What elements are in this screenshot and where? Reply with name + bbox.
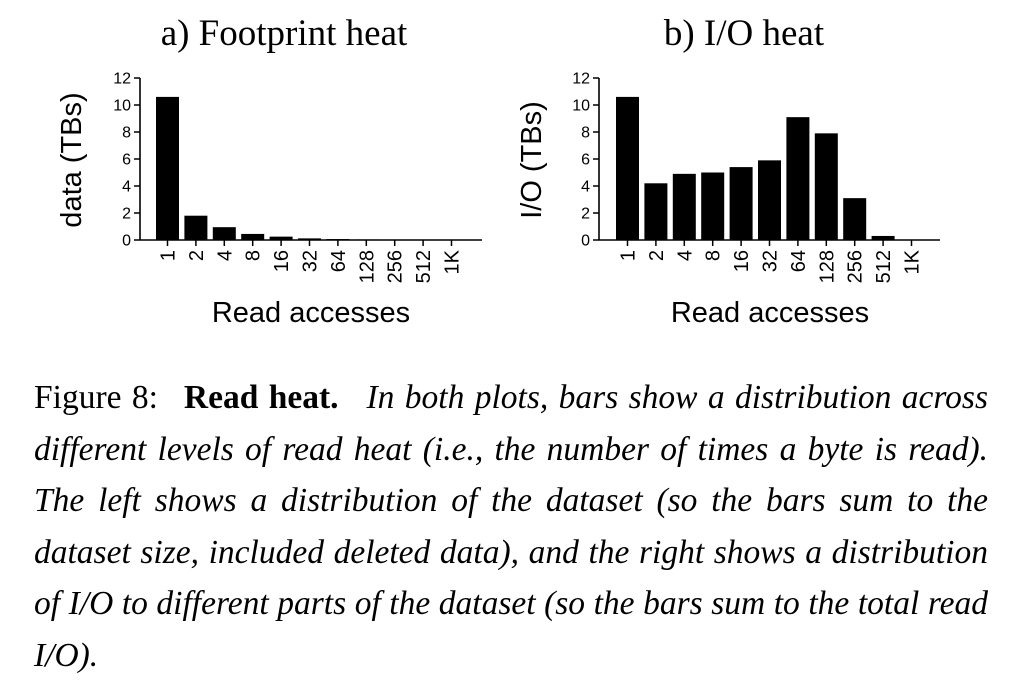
x-tick-label: 32 (300, 250, 322, 272)
bar-16 (730, 167, 753, 240)
x-tick-label: 512 (413, 250, 435, 283)
chart-title: a) Footprint heat (161, 13, 408, 54)
y-tick-label: 8 (122, 125, 131, 142)
chart-title: b) I/O heat (664, 13, 825, 54)
y-tick-label: 8 (581, 125, 590, 142)
bar-64 (786, 117, 809, 240)
x-tick-label: 256 (385, 250, 407, 283)
x-tick-label: 4 (214, 250, 236, 261)
bar-2 (184, 216, 207, 240)
x-tick-label: 1K (902, 249, 924, 274)
caption-text: In both plots, bars show a distribution … (34, 379, 988, 674)
x-tick-label: 128 (816, 250, 838, 283)
y-axis-label: data (TBs) (56, 92, 88, 227)
y-tick-label: 0 (581, 233, 590, 250)
x-tick-label: 8 (243, 250, 265, 261)
y-tick-label: 2 (122, 206, 131, 223)
bar-256 (843, 198, 866, 240)
bar-marks (616, 97, 895, 240)
footprint-heat-chart: a) Footprint heat data (TBs) Read access… (56, 13, 482, 329)
bar-32 (758, 160, 781, 240)
y-tick-label: 4 (581, 179, 590, 196)
x-tick-label: 8 (703, 250, 725, 261)
y-tick-label: 10 (572, 98, 590, 115)
figure-caption: Figure 8: Read heat.In both plots, bars s… (34, 372, 988, 681)
y-tick-label: 6 (581, 152, 590, 169)
x-tick-label: 2 (646, 250, 668, 261)
y-tick-label: 10 (113, 98, 131, 115)
x-tick-label: 128 (356, 250, 378, 283)
y-tick-label: 12 (113, 71, 131, 88)
y-tick-label: 12 (572, 71, 590, 88)
x-axis-label: Read accesses (671, 297, 869, 329)
y-tick-label: 6 (122, 152, 131, 169)
bar-1 (616, 97, 639, 240)
x-tick-label: 16 (271, 250, 293, 272)
x-tick-label: 64 (328, 250, 350, 272)
y-tick-label: 2 (581, 206, 590, 223)
x-axis-label: Read accesses (212, 297, 410, 329)
bar-4 (213, 227, 236, 240)
bar-1 (156, 97, 179, 240)
y-axis-label: I/O (TBs) (516, 101, 548, 219)
figure-number: Figure 8: (34, 379, 158, 416)
x-tick-label: 512 (873, 250, 895, 283)
bar-marks (156, 97, 435, 240)
bar-2 (644, 183, 667, 240)
x-tick-label: 1 (158, 250, 180, 261)
x-tick-label: 1K (442, 249, 464, 274)
x-tick-label: 32 (760, 250, 782, 272)
x-tick-label: 256 (845, 250, 867, 283)
x-tick-label: 1 (618, 250, 640, 261)
y-tick-label: 0 (122, 233, 131, 250)
y-tick-label: 4 (122, 179, 131, 196)
bar-128 (815, 133, 838, 240)
x-tick-label: 4 (674, 250, 696, 261)
caption-title: Read heat. (184, 379, 339, 416)
x-tick-label: 16 (731, 250, 753, 272)
bar-4 (673, 174, 696, 240)
x-tick-label: 64 (788, 250, 810, 272)
x-tick-label: 2 (186, 250, 208, 261)
bar-8 (241, 234, 264, 240)
bar-8 (701, 173, 724, 241)
